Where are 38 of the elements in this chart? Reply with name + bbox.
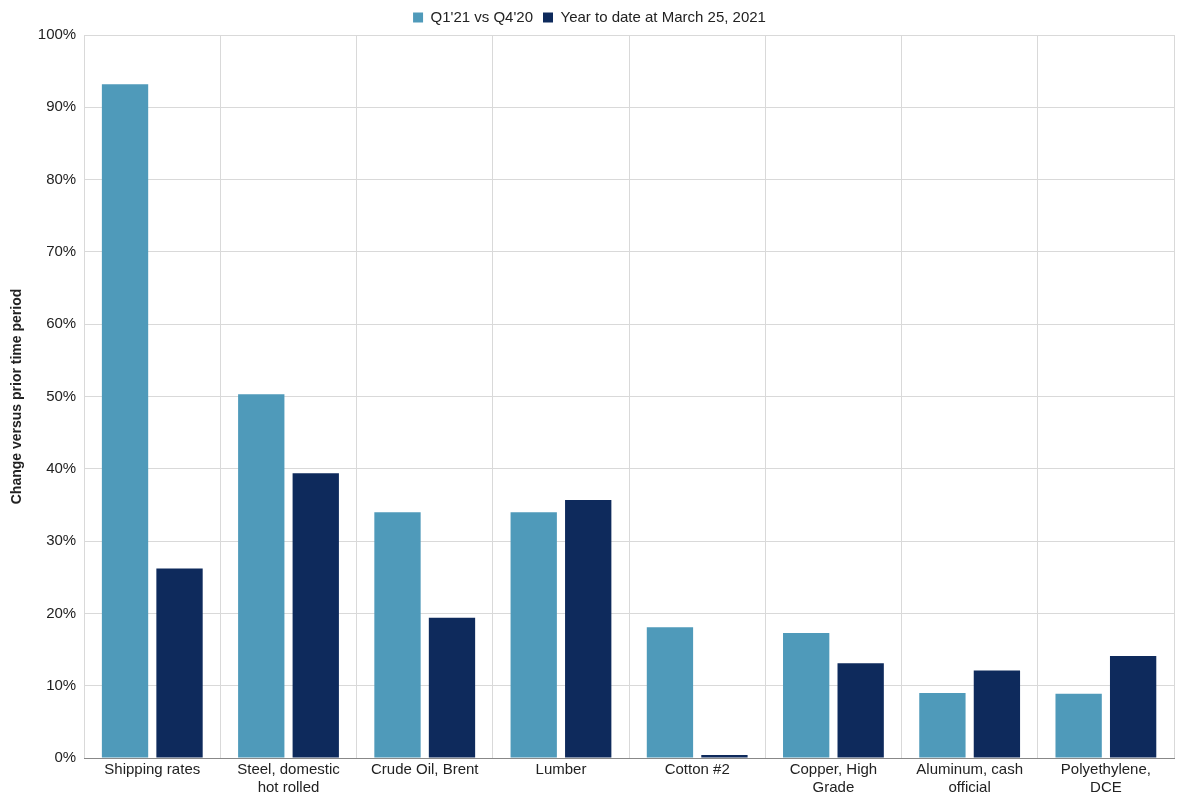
y-tick-label: 80% (46, 169, 77, 187)
y-tick-label: 0% (54, 748, 77, 766)
bar (428, 617, 476, 758)
bar (374, 512, 421, 758)
bar (973, 670, 1021, 758)
legend-label: Year to date at March 25, 2021 (560, 7, 766, 25)
bar (238, 394, 285, 758)
bar (701, 755, 748, 758)
y-tick-label: 40% (46, 458, 77, 476)
bar (510, 512, 557, 758)
y-tick-label: 10% (46, 675, 77, 693)
x-tick-label: Aluminum, cash official (916, 760, 1024, 796)
bar (837, 663, 884, 758)
bar (156, 568, 203, 758)
y-tick-label: 30% (46, 531, 77, 549)
bar (1109, 656, 1157, 758)
y-tick-label: 50% (46, 386, 77, 404)
x-tick-label: Shipping rates (104, 760, 201, 778)
y-axis-title: Change versus prior time period (8, 288, 25, 505)
y-tick-label: 60% (46, 314, 77, 332)
bar (919, 692, 966, 758)
x-tick-label: Lumber (535, 760, 587, 778)
bar (565, 499, 612, 758)
y-tick-label: 90% (46, 97, 77, 115)
x-tick-label: Steel, domestic hot rolled (237, 760, 341, 796)
bar (101, 84, 149, 758)
bar (783, 632, 830, 758)
x-tick-label: Cotton #2 (664, 760, 730, 778)
x-tick-label: Copper, High Grade (789, 760, 878, 796)
bar (292, 473, 339, 758)
legend-label: Q1'21 vs Q4'20 (430, 7, 534, 25)
y-tick-label: 20% (46, 603, 77, 621)
bar (646, 627, 694, 758)
y-tick-label: 100% (37, 25, 77, 43)
y-tick-label: 70% (46, 242, 77, 260)
bar (1055, 693, 1102, 758)
x-tick-label: Crude Oil, Brent (370, 760, 480, 778)
x-tick-label: Polyethylene, DCE (1060, 760, 1151, 796)
